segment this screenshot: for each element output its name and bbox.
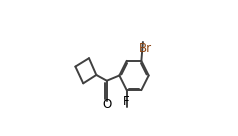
Text: Br: Br	[139, 42, 152, 55]
Text: F: F	[123, 95, 130, 108]
Text: O: O	[102, 98, 111, 111]
